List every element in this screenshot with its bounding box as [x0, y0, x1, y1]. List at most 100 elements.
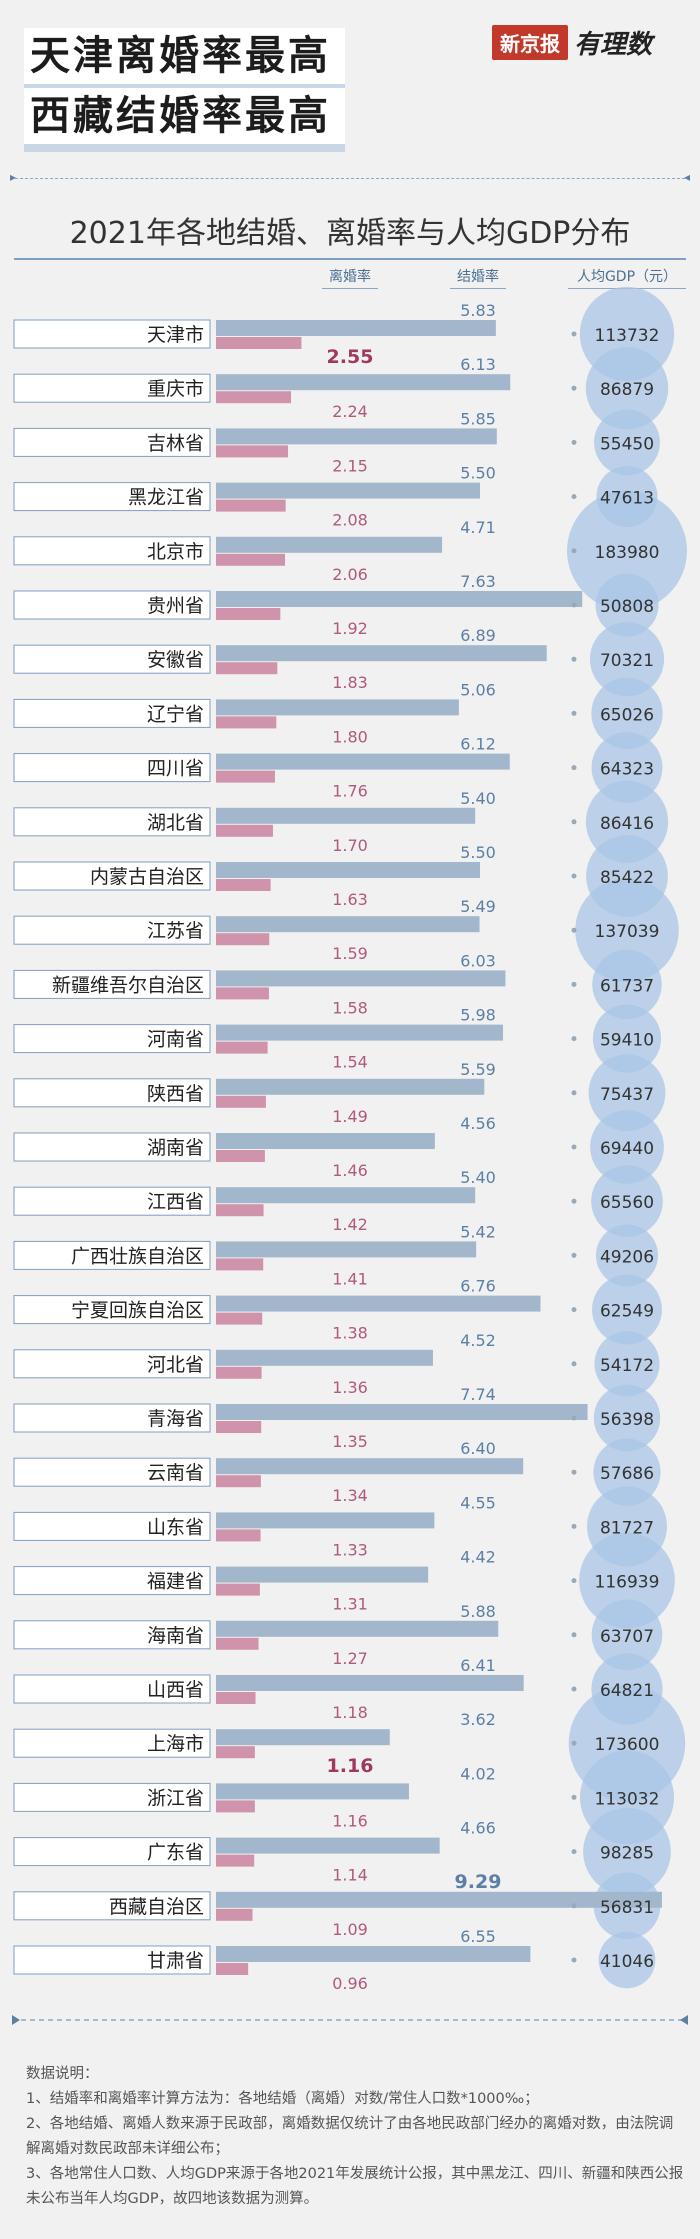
- marriage-bar: [216, 807, 476, 824]
- divorce-value: 0.96: [332, 1974, 368, 1993]
- divorce-value: 1.58: [332, 998, 368, 1017]
- divorce-bar: [216, 1583, 260, 1596]
- marriage-value: 6.13: [460, 355, 496, 374]
- province-label-box: [13, 644, 211, 674]
- gdp-marker: [571, 1686, 577, 1692]
- marriage-value: 5.42: [460, 1222, 496, 1241]
- gdp-marker: [571, 1523, 577, 1529]
- province-label: 云南省: [147, 1462, 204, 1484]
- divorce-value: 1.41: [332, 1269, 368, 1288]
- gdp-bubble: [593, 1438, 661, 1506]
- marriage-value: 5.59: [460, 1060, 496, 1079]
- gdp-bubble: [590, 1110, 664, 1184]
- divorce-bar: [216, 1963, 249, 1975]
- gdp-marker: [571, 819, 577, 825]
- province-label: 内蒙古自治区: [90, 866, 204, 888]
- arrow-right-icon: [12, 2015, 20, 2025]
- column-header-marriage: 结婚率: [450, 266, 506, 289]
- marriage-value: 5.50: [460, 464, 496, 483]
- divorce-value: 1.70: [332, 836, 368, 855]
- divorce-bar: [216, 1637, 259, 1650]
- marriage-bar: [216, 320, 496, 336]
- gdp-marker: [571, 1252, 577, 1258]
- gdp-value: 86416: [600, 814, 654, 834]
- gdp-value: 49206: [600, 1247, 654, 1267]
- divorce-value: 1.92: [332, 619, 368, 638]
- gdp-marker: [571, 1036, 577, 1042]
- marriage-bar: [216, 591, 583, 607]
- title-rule: [14, 258, 686, 260]
- gdp-marker: [571, 1198, 577, 1204]
- gdp-bubble: [588, 1054, 666, 1132]
- marriage-value: 4.71: [460, 518, 496, 537]
- province-label-box: [13, 536, 211, 566]
- province-label-box: [13, 1403, 211, 1433]
- notes-line-3: 3、各地常住人口数、人均GDP来源于各地2021年发展统计公报，其中黑龙江、四川…: [26, 2166, 684, 2207]
- province-label: 天津市: [147, 324, 204, 346]
- province-label-box: [13, 807, 211, 837]
- province-label-box: [13, 1945, 211, 1975]
- marriage-bar: [216, 1891, 662, 1908]
- marriage-value: 4.56: [460, 1114, 496, 1133]
- marriage-value: 9.29: [455, 1871, 502, 1893]
- marriage-value: 4.42: [460, 1548, 496, 1567]
- gdp-bubble: [591, 677, 663, 750]
- province-label-box: [13, 1349, 211, 1379]
- gdp-bubble: [592, 1004, 662, 1073]
- province-label: 青海省: [147, 1408, 204, 1430]
- divorce-value: 1.33: [332, 1540, 368, 1559]
- marriage-value: 6.41: [460, 1656, 496, 1675]
- gdp-marker: [571, 1361, 577, 1367]
- divorce-value: 1.42: [332, 1215, 368, 1234]
- gdp-marker: [571, 1469, 577, 1475]
- gdp-marker: [571, 1794, 577, 1800]
- gdp-marker: [571, 1849, 577, 1855]
- marriage-value: 4.66: [460, 1819, 496, 1838]
- marriage-bar: [216, 1566, 429, 1583]
- divorce-value: 1.49: [332, 1107, 368, 1126]
- divorce-value: 2.06: [332, 565, 368, 584]
- marriage-bar: [216, 1729, 390, 1746]
- gdp-value: 86879: [600, 380, 654, 400]
- divorce-bar: [216, 1908, 253, 1921]
- province-label: 湖南省: [147, 1137, 204, 1159]
- province-label: 吉林省: [147, 432, 204, 454]
- province-label-box: [13, 1024, 211, 1054]
- province-label: 河北省: [147, 1354, 204, 1376]
- gdp-marker: [571, 1090, 577, 1096]
- marriage-value: 6.89: [460, 626, 496, 645]
- gdp-value: 113732: [595, 326, 660, 346]
- province-label: 广西壮族自治区: [71, 1245, 204, 1267]
- province-label-box: [13, 1295, 211, 1325]
- gdp-value: 69440: [600, 1139, 654, 1159]
- marriage-bar: [216, 1241, 477, 1258]
- divorce-value: 1.46: [332, 1161, 368, 1180]
- gdp-value: 65560: [600, 1193, 654, 1213]
- divorce-bar: [216, 1854, 255, 1867]
- marriage-bar: [216, 862, 480, 878]
- arrow-left-icon: [680, 2015, 688, 2025]
- chart-title: 2021年各地结婚、离婚率与人均GDP分布: [69, 216, 631, 251]
- gdp-value: 61737: [600, 976, 654, 996]
- gdp-marker: [571, 385, 577, 391]
- gdp-value: 41046: [600, 1952, 654, 1972]
- marriage-bar: [216, 699, 459, 716]
- province-label-box: [13, 1837, 211, 1867]
- gdp-value: 55450: [600, 434, 654, 454]
- marriage-value: 6.76: [460, 1277, 496, 1296]
- marriage-value: 6.12: [460, 735, 496, 754]
- province-label-box: [13, 969, 211, 999]
- gdp-value: 183980: [595, 543, 660, 563]
- marriage-value: 6.55: [460, 1927, 496, 1946]
- province-label: 上海市: [147, 1733, 204, 1755]
- divorce-value: 1.16: [332, 1811, 368, 1830]
- province-label: 辽宁省: [147, 703, 204, 725]
- gdp-bubble: [598, 1931, 656, 1989]
- divorce-bar: [216, 499, 286, 512]
- gdp-value: 50808: [600, 597, 654, 617]
- marriage-value: 5.06: [460, 680, 496, 699]
- marriage-value: 4.55: [460, 1493, 496, 1512]
- marriage-bar: [216, 536, 443, 553]
- data-notes: 数据说明： 1、结婚率和离婚率计算方法为：各地结婚（离婚）对数/常住人口数*10…: [26, 2062, 686, 2212]
- province-label-box: [13, 1186, 211, 1216]
